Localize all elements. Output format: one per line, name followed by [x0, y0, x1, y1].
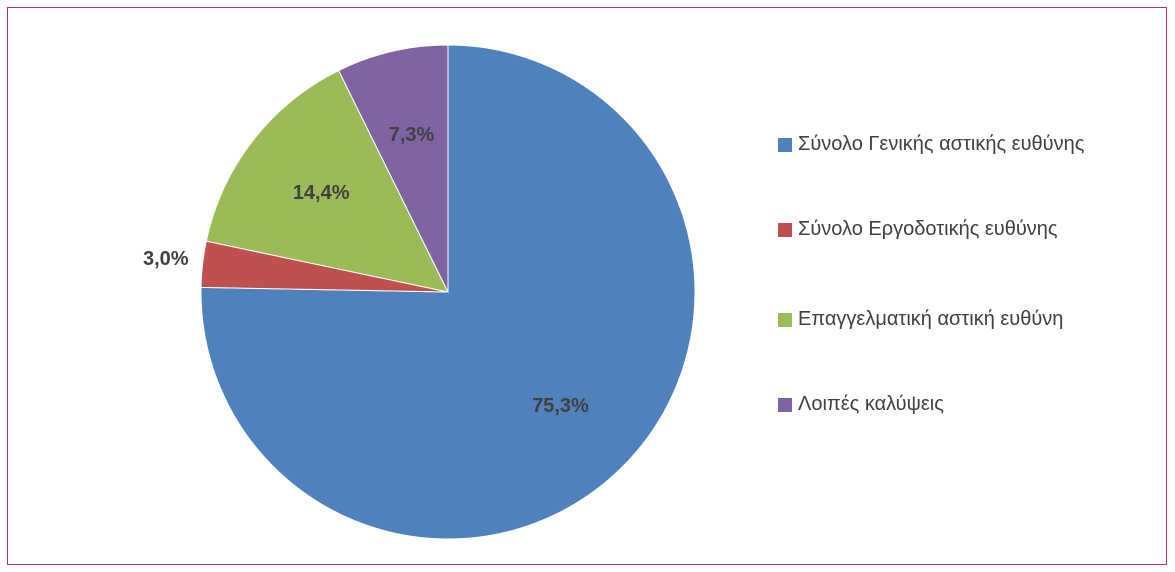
legend-label: Λοιπές καλύψεις [798, 393, 944, 415]
data-label: 3,0% [143, 248, 189, 270]
pie-slice [337, 44, 449, 293]
legend-label: Σύνολο Γενικής αστικής ευθύνης [798, 133, 1085, 155]
legend-swatch [778, 223, 792, 237]
data-label: 7,3% [389, 124, 435, 146]
legend-swatch [778, 313, 792, 327]
legend-swatch [778, 138, 792, 152]
legend-entry: Επαγγελματική αστική ευθύνη [776, 302, 1168, 337]
legend-entry: Σύνολο Γενικής αστικής ευθύνης [776, 127, 1168, 162]
legend-entry: Λοιπές καλύψεις [776, 387, 1168, 422]
data-label: 75,3% [532, 395, 589, 417]
legend-label: Επαγγελματική αστική ευθύνη [798, 308, 1064, 330]
pie-slice [205, 69, 449, 293]
data-label: 14,4% [293, 182, 350, 204]
legend-swatch [778, 398, 792, 412]
chart-frame [7, 7, 1167, 565]
legend-label: Σύνολο Εργοδοτικής ευθύνης [798, 218, 1058, 240]
legend-entry: Σύνολο Εργοδοτικής ευθύνης [776, 212, 1168, 247]
